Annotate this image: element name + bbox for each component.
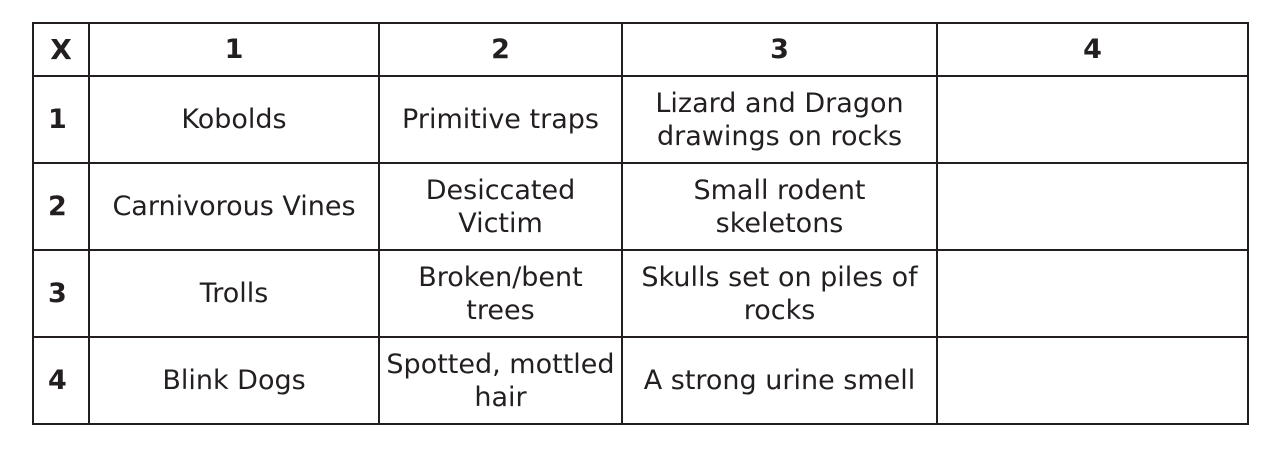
table-cell: Lizard and Dragon drawings on rocks (621, 75, 938, 164)
table-cell: Skulls set on piles of rocks (621, 249, 938, 338)
column-header-3: 3 (621, 22, 938, 77)
table-cell (936, 336, 1249, 425)
row-number: 3 (32, 249, 90, 338)
header-row: X 1 2 3 4 (32, 22, 1249, 77)
column-header-2: 2 (378, 22, 623, 77)
row-number: 1 (32, 75, 90, 164)
row-number: 2 (32, 162, 90, 251)
table-cell: Broken/bent trees (378, 249, 623, 338)
table-cell (936, 162, 1249, 251)
table-cell: Spotted, mottled hair (378, 336, 623, 425)
table-cell: Desiccated Victim (378, 162, 623, 251)
table-row: 1 Kobolds Primitive traps Lizard and Dra… (32, 75, 1249, 164)
table-cell: Trolls (88, 249, 380, 338)
table-cell: Kobolds (88, 75, 380, 164)
table-cell: Carnivorous Vines (88, 162, 380, 251)
table-cell (936, 249, 1249, 338)
encounter-table: X 1 2 3 4 1 Kobolds Primitive traps Liza… (32, 22, 1249, 425)
row-number: 4 (32, 336, 90, 425)
table-cell: Small rodent skeletons (621, 162, 938, 251)
table-row: 4 Blink Dogs Spotted, mottled hair A str… (32, 336, 1249, 425)
table-row: 2 Carnivorous Vines Desiccated Victim Sm… (32, 162, 1249, 251)
column-header-1: 1 (88, 22, 380, 77)
table-row: 3 Trolls Broken/bent trees Skulls set on… (32, 249, 1249, 338)
corner-header: X (32, 22, 90, 77)
column-header-4: 4 (936, 22, 1249, 77)
table-cell (936, 75, 1249, 164)
table-cell: Primitive traps (378, 75, 623, 164)
table-cell: Blink Dogs (88, 336, 380, 425)
table-cell: A strong urine smell (621, 336, 938, 425)
